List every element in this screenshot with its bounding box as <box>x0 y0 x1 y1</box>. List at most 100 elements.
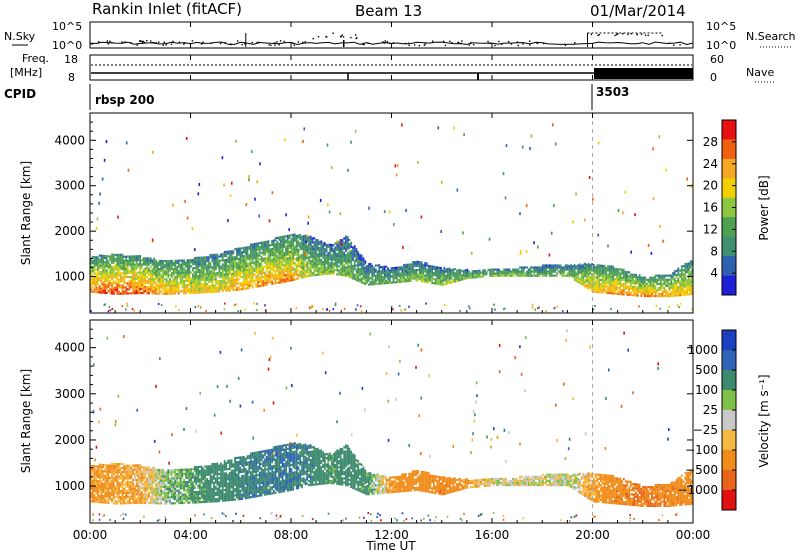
power-scatter-echo <box>268 219 271 223</box>
power-cell <box>614 290 616 293</box>
power-cell <box>663 276 666 279</box>
power-cell <box>575 273 578 276</box>
power-cell <box>586 276 588 279</box>
power-cell <box>447 280 449 283</box>
power-cell <box>290 279 293 282</box>
velocity-cell <box>118 496 120 499</box>
velocity-cell <box>112 491 115 495</box>
power-cell <box>271 258 273 261</box>
power-cell <box>348 251 351 254</box>
power-cell <box>315 253 317 256</box>
power-cell <box>185 290 187 293</box>
velocity-cell <box>107 489 110 492</box>
velocity-cell <box>90 493 92 497</box>
velocity-cell <box>112 487 115 490</box>
velocity-cell <box>107 466 110 469</box>
velocity-cell <box>118 483 120 486</box>
power-cell <box>682 285 685 288</box>
velocity-cell <box>100 490 103 493</box>
power-cell <box>279 275 282 278</box>
nsearch-point <box>501 43 503 45</box>
velocity-cell <box>116 473 119 476</box>
power-cell <box>531 274 534 277</box>
velocity-cell <box>118 489 120 493</box>
power-cell <box>311 255 314 258</box>
velocity-cell <box>126 466 129 469</box>
velocity-cell <box>121 498 124 501</box>
power-near-echo <box>256 308 258 311</box>
power-cell <box>325 244 328 247</box>
power-cell <box>119 253 122 256</box>
power-cell <box>573 272 576 275</box>
power-cell <box>536 270 539 273</box>
power-cell <box>612 265 615 268</box>
power-cell <box>104 285 106 288</box>
power-cell <box>647 295 650 298</box>
power-cell <box>162 270 164 273</box>
power-cell <box>589 270 592 273</box>
power-cell <box>90 263 92 267</box>
power-cell <box>688 270 690 273</box>
velocity-cell <box>105 464 108 467</box>
power-cell <box>323 252 326 255</box>
power-cell <box>236 255 238 259</box>
power-cell <box>221 271 224 274</box>
power-cell <box>114 266 117 269</box>
power-cell <box>380 266 382 269</box>
power-scatter-echo <box>505 144 508 148</box>
power-cell <box>174 265 177 269</box>
power-near-echo <box>534 308 537 311</box>
power-cell <box>438 270 440 273</box>
power-cell <box>172 282 175 285</box>
power-cell <box>308 242 310 245</box>
power-cell <box>330 270 333 273</box>
power-cell <box>246 254 249 257</box>
power-cell <box>329 262 331 265</box>
power-cell <box>119 272 122 275</box>
power-cell <box>578 271 581 274</box>
power-cell <box>510 272 513 275</box>
power-cell <box>638 288 641 291</box>
power-cell <box>329 256 331 259</box>
power-cell <box>526 274 528 277</box>
power-cell <box>357 267 360 270</box>
power-cell <box>607 265 609 268</box>
power-cell <box>686 283 688 286</box>
power-cell <box>536 268 539 271</box>
velocity-cell <box>97 473 99 476</box>
power-cell <box>527 268 530 271</box>
velocity-cell <box>102 476 105 479</box>
velocity-cell <box>97 480 99 483</box>
power-cell <box>316 273 319 276</box>
velocity-cell <box>135 474 138 477</box>
power-cell <box>139 287 141 290</box>
power-cell <box>315 265 317 268</box>
velocity-cell <box>132 485 134 488</box>
power-cell <box>186 290 189 293</box>
power-cell <box>582 271 585 275</box>
power-cell <box>98 287 101 290</box>
power-cell <box>243 271 245 274</box>
power-cell <box>214 278 217 281</box>
power-cell <box>586 274 588 277</box>
freq-tick-bottom: 8 <box>68 71 75 84</box>
power-cell <box>308 235 310 239</box>
velocity-cell <box>125 485 127 488</box>
power-cell <box>654 286 657 290</box>
power-cell <box>455 277 458 280</box>
power-scatter-echo <box>383 210 386 214</box>
power-cell <box>141 275 143 278</box>
power-cell <box>394 268 397 272</box>
power-cell <box>290 275 293 278</box>
power-cell <box>635 290 637 293</box>
power-cell <box>188 259 191 262</box>
power-cell <box>622 291 625 294</box>
power-cell <box>102 271 105 274</box>
power-cell <box>294 264 296 267</box>
power-cell <box>410 269 412 272</box>
power-cell <box>214 280 217 283</box>
power-cell <box>272 251 275 254</box>
power-cell <box>126 284 129 287</box>
power-cell <box>506 274 509 277</box>
power-cell <box>512 274 514 277</box>
